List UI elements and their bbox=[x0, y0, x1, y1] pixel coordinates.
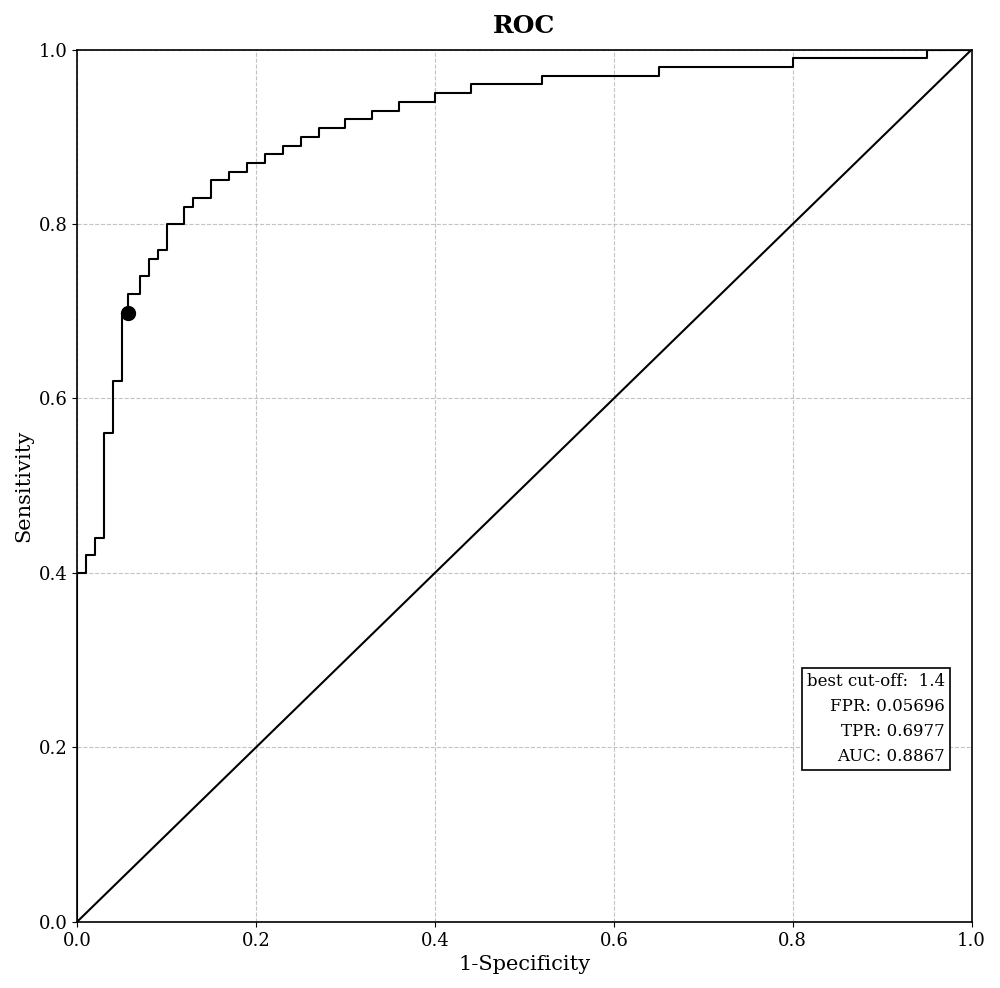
Y-axis label: Sensitivity: Sensitivity bbox=[14, 430, 33, 541]
Text: best cut-off:  1.4
FPR: 0.05696
TPR: 0.6977
AUC: 0.8867: best cut-off: 1.4 FPR: 0.05696 TPR: 0.69… bbox=[807, 674, 945, 765]
Title: ROC: ROC bbox=[493, 14, 556, 38]
X-axis label: 1-Specificity: 1-Specificity bbox=[458, 955, 590, 974]
